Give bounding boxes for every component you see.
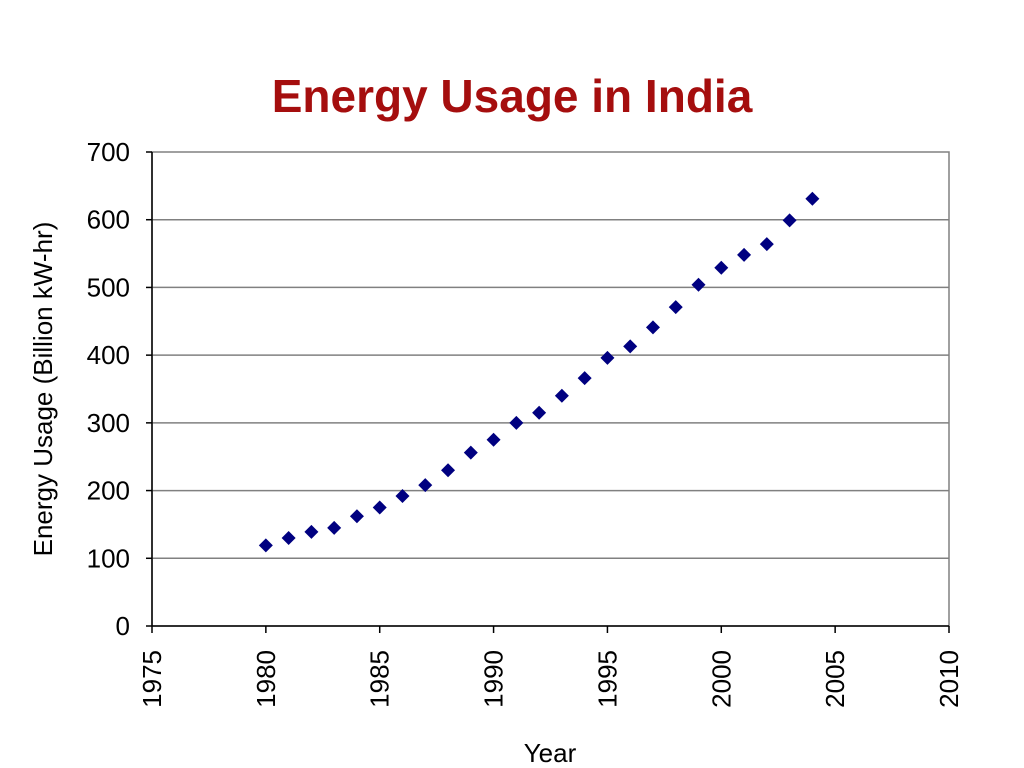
data-point: [600, 350, 615, 365]
y-axis-ticks: 0 100 200 300 400 500 600 700: [87, 137, 152, 641]
x-tick-label: 2010: [934, 650, 964, 708]
data-point: [668, 300, 683, 315]
x-tick-label: 2005: [820, 650, 850, 708]
x-tick-label: 1990: [479, 650, 509, 708]
data-point: [304, 524, 319, 539]
y-tick-label: 200: [87, 476, 130, 506]
chart-title: Energy Usage in India: [272, 70, 753, 122]
y-tick-label: 500: [87, 272, 130, 302]
data-point: [509, 415, 524, 430]
y-tick-label: 600: [87, 205, 130, 235]
grid-lines: [152, 218, 949, 560]
data-point: [372, 500, 387, 515]
x-tick-label: 1985: [365, 650, 395, 708]
data-point: [281, 530, 296, 545]
data-point: [759, 237, 774, 252]
y-tick-label: 400: [87, 340, 130, 370]
y-tick-label: 0: [116, 611, 130, 641]
data-point: [532, 405, 547, 420]
data-point: [737, 247, 752, 262]
x-tick-label: 1975: [137, 650, 167, 708]
y-axis-label: Energy Usage (Billion kW-hr): [28, 222, 58, 557]
x-axis-label: Year: [524, 738, 577, 768]
data-point: [418, 478, 433, 493]
y-tick-label: 300: [87, 408, 130, 438]
x-axis-ticks: 1975 1980 1985 1990 1995 2000 2005 2010: [137, 626, 964, 708]
data-point: [623, 339, 638, 354]
data-point: [327, 520, 342, 535]
data-points: [258, 191, 820, 553]
data-point: [441, 463, 456, 478]
data-point: [395, 488, 410, 503]
y-tick-label: 700: [87, 137, 130, 167]
data-point: [645, 320, 660, 335]
plot-area: [151, 151, 950, 627]
y-tick-label: 100: [87, 543, 130, 573]
axes: [151, 152, 949, 627]
data-point: [691, 277, 706, 292]
data-point: [782, 213, 797, 228]
x-tick-label: 1980: [251, 650, 281, 708]
data-point: [463, 445, 478, 460]
x-tick-label: 2000: [706, 650, 736, 708]
data-point: [554, 388, 569, 403]
data-point: [258, 538, 273, 553]
data-point: [714, 260, 729, 275]
data-point: [577, 371, 592, 386]
data-point: [486, 432, 501, 447]
x-tick-label: 1995: [592, 650, 622, 708]
data-point: [805, 191, 820, 206]
data-point: [349, 509, 364, 524]
